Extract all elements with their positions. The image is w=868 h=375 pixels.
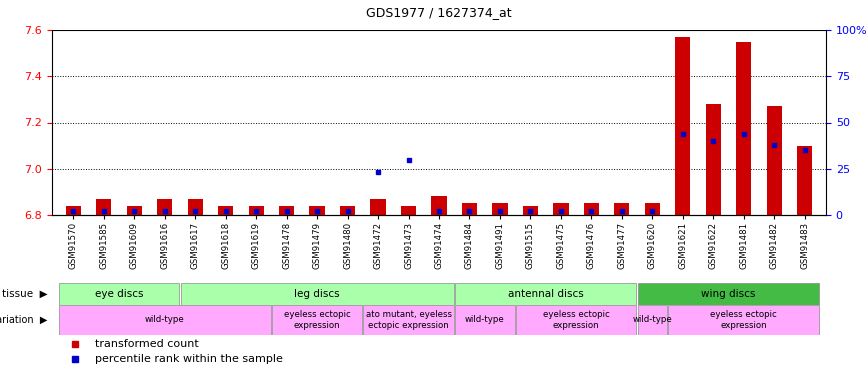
Text: ato mutant, eyeless
ectopic expression: ato mutant, eyeless ectopic expression: [365, 310, 451, 330]
Bar: [638, 283, 819, 305]
Bar: [431, 196, 447, 215]
Bar: [615, 204, 629, 215]
Text: eyeless ectopic
expression: eyeless ectopic expression: [542, 310, 609, 330]
Text: wild-type: wild-type: [633, 315, 672, 324]
Bar: [553, 204, 569, 215]
Bar: [340, 206, 355, 215]
Bar: [797, 146, 812, 215]
Text: wild-type: wild-type: [145, 315, 185, 324]
Bar: [187, 199, 203, 215]
Bar: [401, 206, 416, 215]
Bar: [157, 199, 173, 215]
Text: transformed count: transformed count: [95, 339, 198, 349]
Text: GDS1977 / 1627374_at: GDS1977 / 1627374_at: [366, 6, 512, 19]
Bar: [766, 106, 782, 215]
Text: eyeless ectopic
expression: eyeless ectopic expression: [284, 310, 351, 330]
Text: wild-type: wild-type: [465, 315, 504, 324]
Bar: [455, 305, 515, 335]
Text: leg discs: leg discs: [294, 289, 340, 299]
Bar: [736, 42, 752, 215]
Text: eye discs: eye discs: [95, 289, 143, 299]
Bar: [462, 204, 477, 215]
Text: eyeless ectopic
expression: eyeless ectopic expression: [710, 310, 777, 330]
Text: percentile rank within the sample: percentile rank within the sample: [95, 354, 282, 364]
Bar: [96, 199, 111, 215]
Bar: [371, 199, 385, 215]
Bar: [59, 305, 271, 335]
Text: antennal discs: antennal discs: [508, 289, 583, 299]
Text: wing discs: wing discs: [701, 289, 756, 299]
Bar: [279, 206, 294, 215]
Bar: [218, 206, 233, 215]
Bar: [248, 206, 264, 215]
Bar: [127, 206, 141, 215]
Bar: [638, 305, 667, 335]
Bar: [516, 305, 636, 335]
Bar: [364, 305, 454, 335]
Bar: [675, 37, 690, 215]
Bar: [181, 283, 454, 305]
Bar: [66, 206, 81, 215]
Bar: [310, 206, 325, 215]
Bar: [645, 204, 660, 215]
Bar: [523, 206, 538, 215]
Text: genotype/variation  ▶: genotype/variation ▶: [0, 315, 48, 325]
Bar: [272, 305, 362, 335]
Bar: [59, 283, 180, 305]
Bar: [584, 204, 599, 215]
Bar: [492, 204, 508, 215]
Bar: [668, 305, 819, 335]
Text: tissue  ▶: tissue ▶: [2, 289, 48, 299]
Bar: [706, 104, 720, 215]
Bar: [455, 283, 636, 305]
